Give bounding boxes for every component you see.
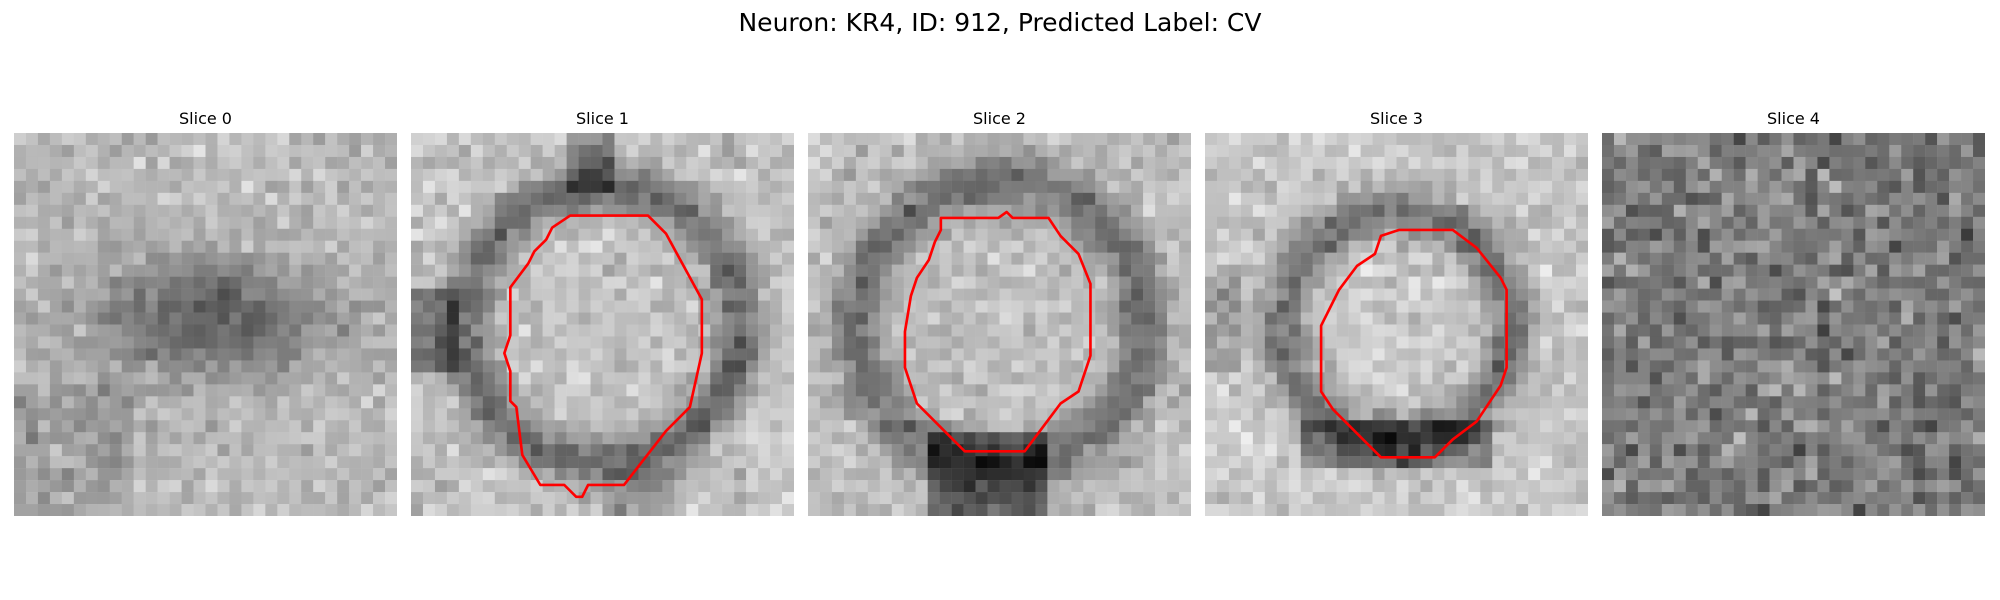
segmentation-contour [503,214,704,499]
segmentation-contour [1319,228,1508,459]
slice-panel-1: Slice 1 [411,107,794,516]
slice-title: Slice 2 [973,109,1026,128]
slice-image [1602,133,1985,516]
slice-title: Slice 0 [179,109,232,128]
slice-title: Slice 3 [1370,109,1423,128]
slice-panel-0: Slice 0 [14,107,397,516]
slice-panel-2: Slice 2 [808,107,1191,516]
slice-panel-4: Slice 4 [1602,107,1985,516]
slice-title: Slice 4 [1767,109,1820,128]
slice-image [411,133,794,516]
slice-image [1205,133,1588,516]
slice-image [14,133,397,516]
slice-title: Slice 1 [576,109,629,128]
figure-title: Neuron: KR4, ID: 912, Predicted Label: C… [738,8,1262,37]
slice-panel-3: Slice 3 [1205,107,1588,516]
segmentation-contour [903,210,1092,453]
slice-image [808,133,1191,516]
